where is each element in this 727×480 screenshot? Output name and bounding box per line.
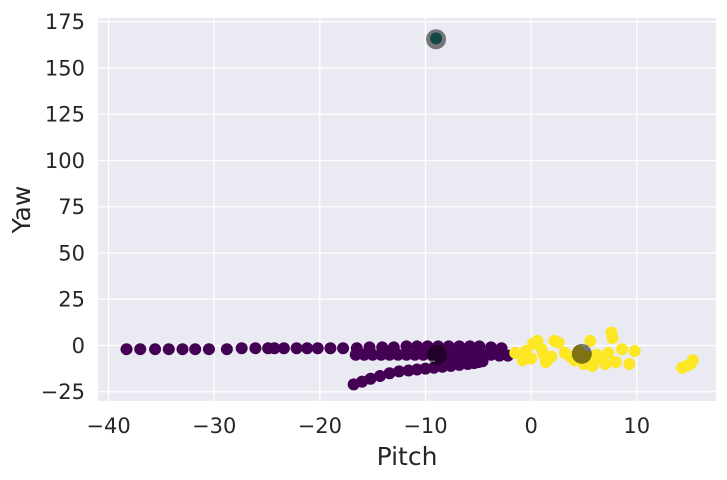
data-point [162, 343, 175, 356]
y-tick-label: 150 [45, 56, 85, 80]
data-point [120, 343, 133, 356]
y-tick-label: 125 [45, 103, 85, 127]
y-axis-label: Yaw [7, 186, 36, 235]
data-point [476, 355, 489, 368]
data-point [417, 348, 430, 361]
x-tick-label: 10 [623, 414, 650, 438]
data-point [358, 348, 371, 361]
data-point [366, 348, 379, 361]
data-point [584, 334, 597, 347]
data-point [202, 343, 215, 356]
data-point [609, 356, 622, 369]
data-point [686, 354, 699, 367]
x-tick-label: −30 [192, 414, 236, 438]
data-point [545, 350, 558, 363]
data-point [337, 342, 350, 355]
data-point [374, 370, 387, 383]
data-point [393, 365, 406, 378]
data-point [311, 342, 324, 355]
data-point [493, 349, 506, 362]
data-point [509, 346, 522, 359]
data-point [324, 342, 337, 355]
data-point [383, 367, 396, 380]
data-point [235, 342, 248, 355]
data-point [375, 348, 388, 361]
data-point [552, 336, 565, 349]
data-point [400, 340, 413, 353]
data-point [268, 342, 281, 355]
centers-layer [426, 29, 592, 365]
data-point [400, 348, 413, 361]
cluster-center-marker [427, 344, 448, 365]
data-point [220, 343, 233, 356]
data-point [134, 343, 147, 356]
data-point [628, 345, 641, 358]
data-point [599, 357, 612, 370]
x-tick-label: −20 [298, 414, 342, 438]
grid-layer [98, 18, 716, 401]
data-point [615, 343, 628, 356]
data-point [525, 352, 538, 365]
y-tick-label: 25 [58, 288, 85, 312]
data-point [364, 372, 377, 385]
x-tick-label: −10 [403, 414, 447, 438]
y-tick-label: 175 [45, 10, 85, 34]
x-tick-label: −40 [86, 414, 130, 438]
data-point [349, 348, 362, 361]
data-point [277, 342, 290, 355]
data-point [149, 343, 162, 356]
data-point [408, 348, 421, 361]
y-tick-label: 0 [72, 334, 85, 358]
cluster-center-marker [426, 29, 447, 50]
x-tick-label: 0 [524, 414, 537, 438]
y-tick-label: 75 [58, 195, 85, 219]
data-point [383, 348, 396, 361]
x-axis-label: Pitch [377, 442, 438, 471]
data-point [301, 342, 314, 355]
data-point [189, 343, 202, 356]
data-point [290, 342, 303, 355]
y-tick-label: −25 [41, 380, 85, 404]
data-point [586, 359, 599, 372]
ticks-layer: −40 −30 −20 −10 0 10 −25 0 25 50 75 100 125 150 175 [41, 10, 650, 438]
data-point [176, 343, 189, 356]
y-tick-label: 50 [58, 241, 85, 265]
data-point [606, 332, 619, 345]
y-tick-label: 100 [45, 149, 85, 173]
data-point [249, 342, 262, 355]
data-point [392, 348, 405, 361]
data-point [442, 340, 455, 353]
data-point [602, 346, 615, 359]
data-point [623, 357, 636, 370]
cluster-center-marker [571, 343, 592, 364]
